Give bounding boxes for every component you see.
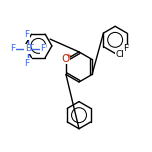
Text: Cl: Cl bbox=[115, 50, 124, 59]
Text: −: − bbox=[29, 42, 35, 48]
Text: F: F bbox=[123, 44, 128, 53]
Text: F: F bbox=[24, 30, 30, 39]
Text: F: F bbox=[40, 44, 45, 53]
Text: +: + bbox=[65, 53, 71, 59]
Text: F: F bbox=[24, 59, 30, 68]
Text: F: F bbox=[10, 44, 16, 53]
Text: O: O bbox=[61, 54, 69, 64]
Text: B: B bbox=[25, 44, 31, 53]
